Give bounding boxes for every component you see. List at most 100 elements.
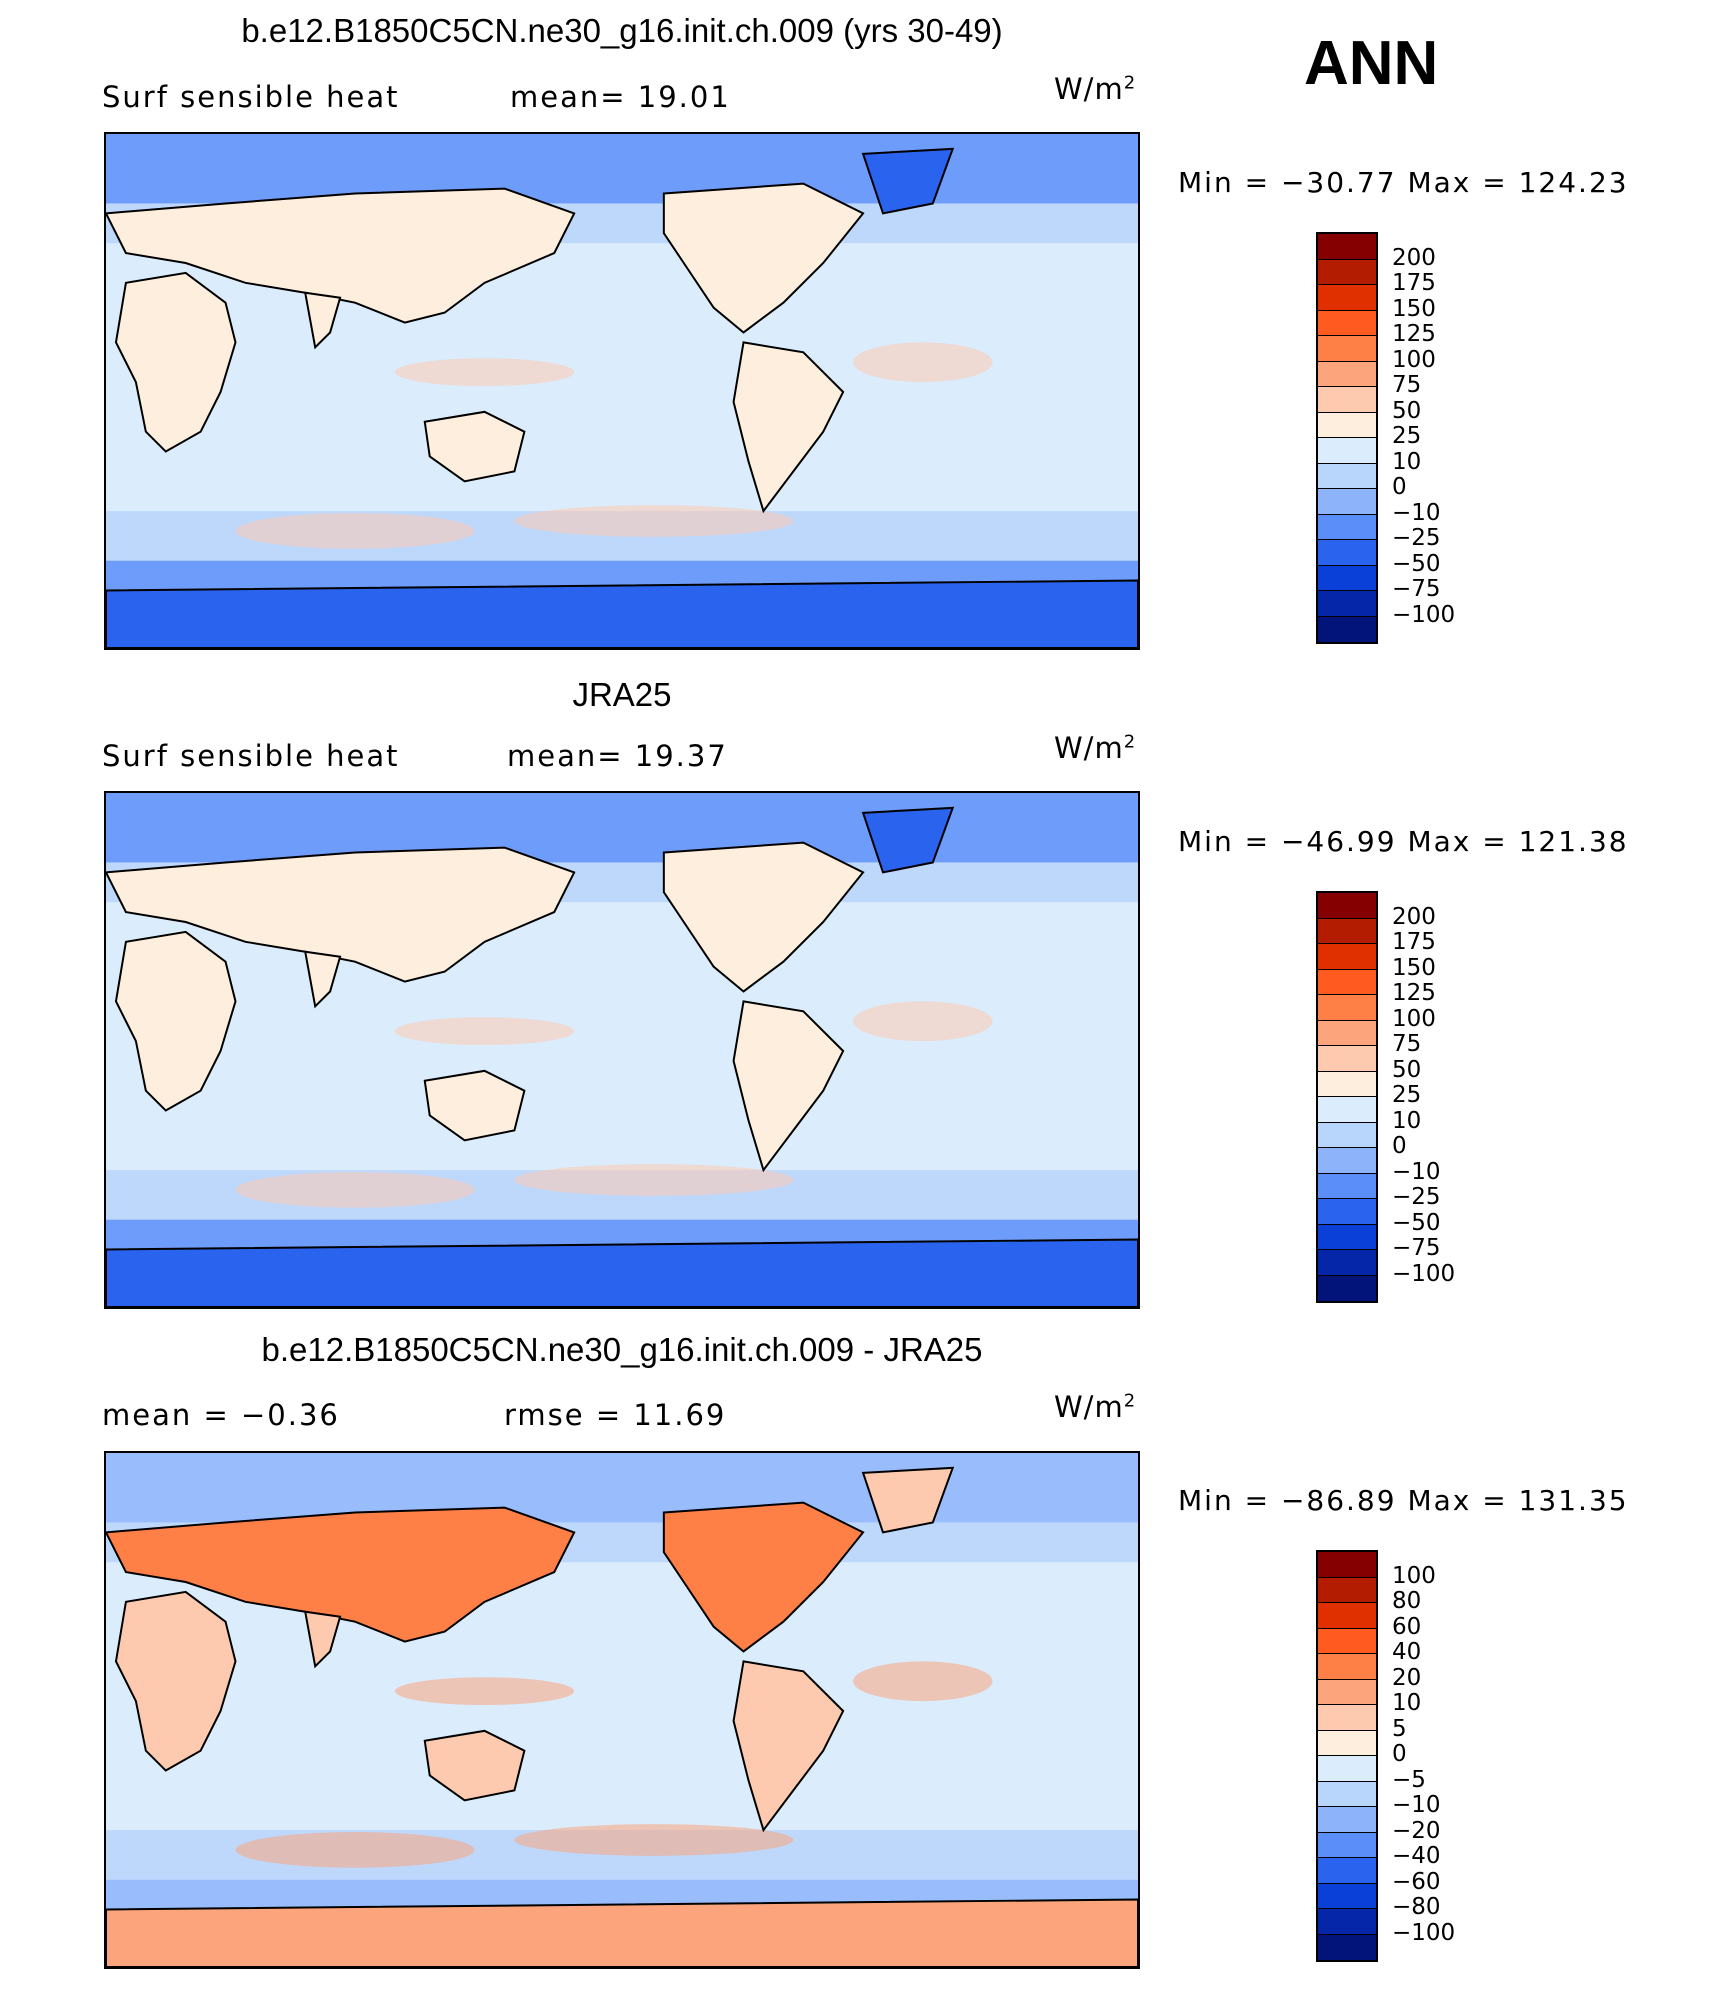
colorbar-level-label: −5 xyxy=(1392,1766,1426,1793)
colorbar-box xyxy=(1318,969,1376,995)
min-max-label: Min = −46.99 Max = 121.38 xyxy=(1178,825,1629,858)
colorbar-box xyxy=(1318,565,1376,591)
colorbar-box xyxy=(1318,336,1376,362)
colorbar-box xyxy=(1318,1020,1376,1046)
colorbar-level-label: −40 xyxy=(1392,1843,1441,1869)
colorbar-box xyxy=(1318,387,1376,413)
colorbar-box xyxy=(1318,1250,1376,1276)
colorbar-box xyxy=(1318,310,1376,336)
season-label: ANN xyxy=(1304,29,1439,98)
colorbar-box xyxy=(1318,1934,1376,1960)
units-label: W/m2 xyxy=(1054,1390,1137,1424)
colorbar-level-label: 100 xyxy=(1392,1562,1436,1589)
field-label: Surf sensible heat xyxy=(102,80,400,114)
colorbar-box xyxy=(1318,1097,1376,1123)
colorbar-level-label: 60 xyxy=(1392,1613,1422,1640)
colorbar-box xyxy=(1318,1275,1376,1301)
colorbar-box xyxy=(1318,918,1376,944)
colorbar-box xyxy=(1318,1173,1376,1199)
colorbar-box xyxy=(1318,1654,1376,1680)
colorbar-level-label: −50 xyxy=(1392,1209,1441,1236)
colorbar-level-label: 50 xyxy=(1392,1056,1422,1083)
colorbar-box xyxy=(1318,1199,1376,1225)
colorbar-box xyxy=(1318,463,1376,489)
colorbar-level-label: 0 xyxy=(1392,474,1407,500)
colorbar-box xyxy=(1318,1679,1376,1705)
colorbar-box xyxy=(1318,616,1376,642)
field-label: Surf sensible heat xyxy=(102,739,400,773)
colorbar-level-label: 10 xyxy=(1392,1107,1422,1134)
colorbar-level-label: 125 xyxy=(1392,321,1436,347)
colorbar-level-label: −100 xyxy=(1392,1919,1456,1946)
colorbar-level-label: −100 xyxy=(1392,601,1456,628)
mean-label: mean= 19.37 xyxy=(507,739,728,773)
colorbar-level-label: −25 xyxy=(1392,525,1441,551)
colorbar-box xyxy=(1318,995,1376,1021)
units-label: W/m2 xyxy=(1054,72,1137,106)
colorbar-level-label: −25 xyxy=(1392,1184,1441,1210)
colorbar-level-label: 100 xyxy=(1392,346,1436,373)
colorbar-box xyxy=(1318,1577,1376,1603)
colorbar-level-label: 40 xyxy=(1392,1639,1422,1665)
colorbar-level-label: −80 xyxy=(1392,1894,1441,1920)
colorbar-box xyxy=(1318,944,1376,970)
colorbar-level-label: −50 xyxy=(1392,550,1441,577)
min-max-label: Min = −86.89 Max = 131.35 xyxy=(1178,1484,1629,1517)
colorbar-level-label: 0 xyxy=(1392,1741,1407,1767)
colorbar-box xyxy=(1318,1756,1376,1782)
units-label: W/m2 xyxy=(1054,731,1137,765)
colorbar-box xyxy=(1318,412,1376,438)
colorbar-box xyxy=(1318,1224,1376,1250)
colorbar xyxy=(1316,232,1378,644)
colorbar-level-label: 50 xyxy=(1392,397,1422,424)
colorbar-box xyxy=(1318,1122,1376,1148)
colorbar-box xyxy=(1318,1148,1376,1174)
colorbar-level-label: 150 xyxy=(1392,295,1436,322)
panel-title: b.e12.B1850C5CN.ne30_g16.init.ch.009 (yr… xyxy=(241,12,1003,49)
colorbar-level-label: 125 xyxy=(1392,980,1436,1006)
colorbar xyxy=(1316,891,1378,1303)
colorbar-level-label: −100 xyxy=(1392,1260,1456,1287)
mean-label: mean= 19.01 xyxy=(510,80,731,114)
colorbar-box xyxy=(1318,234,1376,260)
colorbar-level-label: −10 xyxy=(1392,1792,1441,1818)
colorbar-box xyxy=(1318,1730,1376,1756)
panel-title: b.e12.B1850C5CN.ne30_g16.init.ch.009 - J… xyxy=(261,1331,983,1368)
colorbar-level-label: 5 xyxy=(1392,1715,1407,1742)
colorbar-box xyxy=(1318,540,1376,566)
colorbar-level-label: 175 xyxy=(1392,270,1436,296)
colorbar-box xyxy=(1318,1858,1376,1884)
colorbar-level-label: −75 xyxy=(1392,1235,1441,1261)
colorbar-box xyxy=(1318,1046,1376,1072)
colorbar-level-label: 200 xyxy=(1392,244,1436,271)
colorbar-box xyxy=(1318,489,1376,515)
colorbar-box xyxy=(1318,361,1376,387)
colorbar-box xyxy=(1318,1781,1376,1807)
map-diff xyxy=(104,1451,1140,1969)
colorbar-level-label: 150 xyxy=(1392,954,1436,981)
colorbar-level-label: 20 xyxy=(1392,1664,1422,1691)
colorbar-level-label: 200 xyxy=(1392,903,1436,930)
rmse-label: rmse = 11.69 xyxy=(504,1398,727,1432)
colorbar-level-label: 10 xyxy=(1392,448,1422,475)
colorbar-box xyxy=(1318,893,1376,919)
colorbar xyxy=(1316,1550,1378,1962)
mean-label: mean = −0.36 xyxy=(102,1398,340,1432)
colorbar-box xyxy=(1318,1628,1376,1654)
colorbar-box xyxy=(1318,1552,1376,1578)
colorbar-box xyxy=(1318,1705,1376,1731)
colorbar-level-label: −10 xyxy=(1392,1158,1441,1185)
colorbar-box xyxy=(1318,438,1376,464)
colorbar-box xyxy=(1318,1071,1376,1097)
colorbar-level-label: −75 xyxy=(1392,576,1441,602)
map-obs xyxy=(104,791,1140,1309)
colorbar-box xyxy=(1318,1603,1376,1629)
colorbar-level-label: 25 xyxy=(1392,1082,1422,1108)
colorbar-box xyxy=(1318,259,1376,285)
colorbar-level-label: −60 xyxy=(1392,1868,1441,1895)
colorbar-level-label: 75 xyxy=(1392,372,1422,398)
colorbar-level-label: 100 xyxy=(1392,1005,1436,1032)
colorbar-level-label: 80 xyxy=(1392,1588,1422,1614)
colorbar-box xyxy=(1318,1832,1376,1858)
colorbar-level-label: −10 xyxy=(1392,499,1441,526)
